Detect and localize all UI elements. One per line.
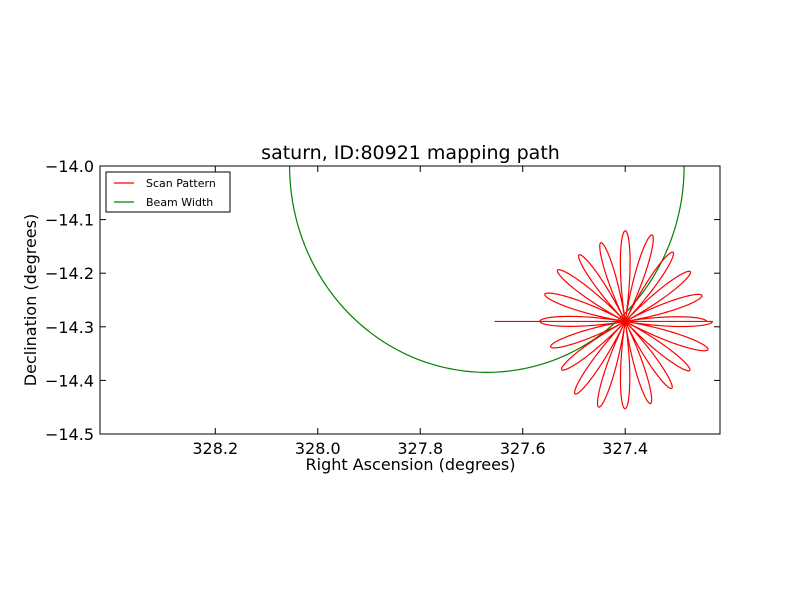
legend-box bbox=[105, 171, 231, 213]
legend[interactable]: Scan Pattern Beam Width bbox=[105, 171, 231, 213]
y-tick-label: −14.2 bbox=[45, 264, 94, 283]
x-tick-label: 328.0 bbox=[295, 439, 341, 458]
series-line-beam-width bbox=[288, 166, 685, 373]
legend-label-beam-width: Beam Width bbox=[146, 196, 213, 209]
x-axis-label: Right Ascension (degrees) bbox=[306, 455, 516, 474]
x-tick-label: 327.8 bbox=[397, 439, 443, 458]
x-tick-label: 327.6 bbox=[500, 439, 546, 458]
y-tick-label: −14.4 bbox=[45, 371, 94, 390]
x-tick-label: 327.4 bbox=[602, 439, 648, 458]
x-axis: 328.2 328.0 327.8 327.6 327.4 bbox=[192, 166, 648, 458]
y-tick-label: −14.1 bbox=[45, 211, 94, 230]
chart-title: saturn, ID:80921 mapping path bbox=[261, 142, 560, 164]
plot-frame bbox=[99, 165, 721, 435]
y-tick-label: −14.3 bbox=[45, 318, 94, 337]
y-tick-label: −14.0 bbox=[45, 157, 94, 176]
y-axis-label: Declination (degrees) bbox=[21, 214, 40, 386]
legend-label-scan-pattern: Scan Pattern bbox=[146, 177, 216, 190]
series-line-scan-pattern bbox=[494, 230, 713, 410]
x-tick-label: 328.2 bbox=[192, 439, 238, 458]
y-tick-label: −14.5 bbox=[45, 425, 94, 444]
y-axis: −14.0 −14.1 −14.2 −14.3 −14.4 −14.5 bbox=[45, 157, 720, 444]
